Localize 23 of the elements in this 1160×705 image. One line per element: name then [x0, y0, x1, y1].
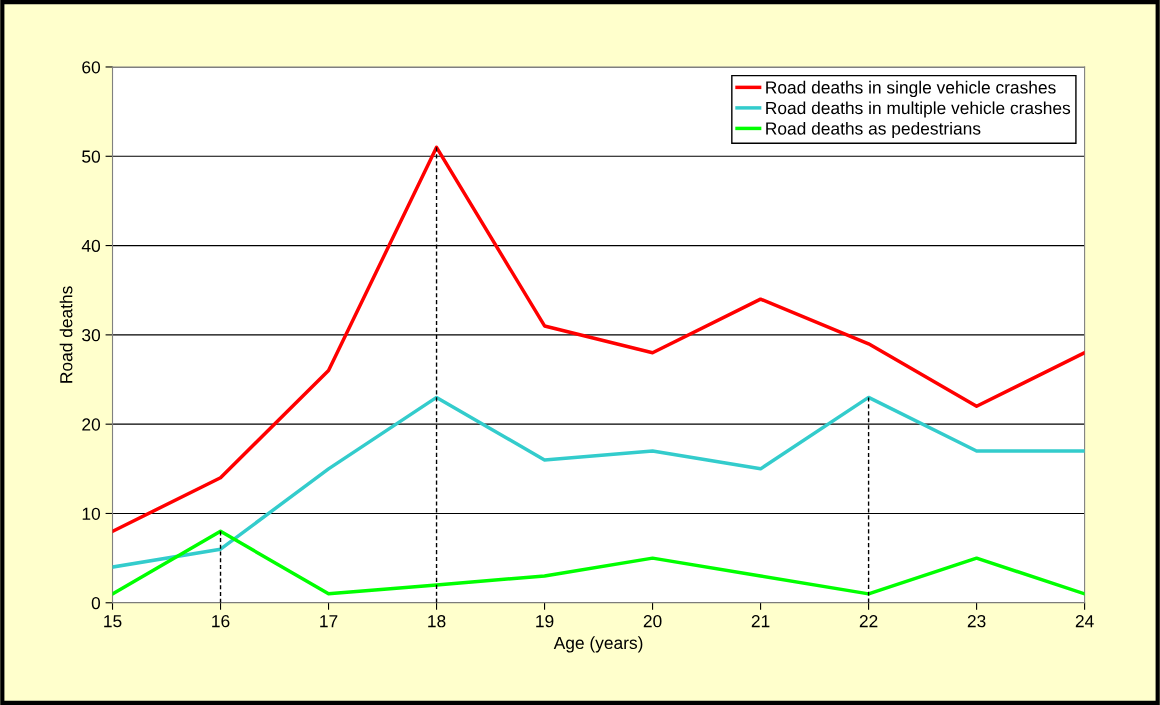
x-tick-label: 15	[104, 615, 122, 628]
x-tick-label: 16	[212, 615, 230, 628]
x-tick-label: 21	[751, 615, 770, 628]
x-tick-label: 20	[643, 615, 662, 628]
y-tick-label: 10	[82, 507, 101, 520]
y-tick-label: 30	[82, 329, 101, 342]
x-tick-label: 19	[536, 615, 554, 628]
x-tick-label: 23	[967, 615, 986, 628]
x-axis-title: Age (years)	[553, 636, 643, 653]
legend-label: Road deaths in single vehicle crashes	[766, 80, 1056, 98]
x-tick-label: 18	[428, 615, 446, 628]
y-tick-label: 50	[82, 150, 101, 163]
x-tick-label: 22	[859, 615, 878, 628]
legend-label: Road deaths as pedestrians	[766, 121, 981, 139]
y-axis-title: Road deaths	[59, 286, 73, 383]
legend-label: Road deaths in multiple vehicle crashes	[766, 101, 1071, 118]
y-tick-label: 60	[82, 61, 101, 74]
y-tick-label: 40	[81, 239, 101, 253]
y-tick-label: 20	[82, 418, 101, 431]
line-series	[112, 529, 1085, 596]
x-tick-label: 24	[1075, 615, 1094, 628]
y-tick-label: 0	[91, 596, 101, 610]
x-tick-label: 17	[320, 615, 338, 628]
